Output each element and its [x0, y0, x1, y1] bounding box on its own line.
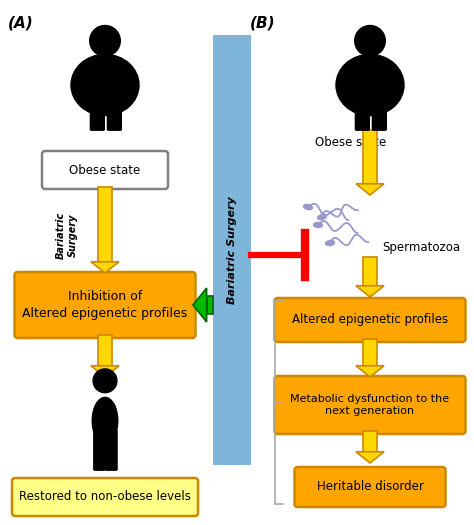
Ellipse shape	[303, 204, 312, 209]
Bar	[213, 35, 251, 465]
Text: Metabolic dysfunction to the
next generation: Metabolic dysfunction to the next genera…	[291, 394, 449, 416]
FancyBboxPatch shape	[294, 467, 446, 507]
FancyBboxPatch shape	[106, 430, 117, 470]
Polygon shape	[363, 257, 377, 286]
Ellipse shape	[92, 397, 118, 444]
FancyBboxPatch shape	[373, 99, 386, 130]
FancyBboxPatch shape	[274, 298, 465, 342]
Text: Altered epigenetic profiles: Altered epigenetic profiles	[292, 313, 448, 327]
Polygon shape	[356, 452, 384, 463]
Polygon shape	[356, 184, 384, 195]
FancyBboxPatch shape	[108, 99, 121, 130]
Polygon shape	[91, 366, 119, 377]
Text: (B): (B)	[250, 15, 275, 30]
FancyBboxPatch shape	[94, 430, 105, 470]
Ellipse shape	[71, 55, 139, 116]
Text: Inhibition of
Altered epigenetic profiles: Inhibition of Altered epigenetic profile…	[22, 290, 188, 320]
Polygon shape	[356, 286, 384, 297]
Text: Bariatric Surgery: Bariatric Surgery	[227, 196, 237, 304]
Polygon shape	[98, 187, 112, 262]
Polygon shape	[363, 130, 377, 184]
Polygon shape	[193, 288, 207, 322]
FancyBboxPatch shape	[15, 272, 195, 338]
Text: Obese state: Obese state	[69, 163, 141, 176]
Polygon shape	[91, 262, 119, 273]
Text: Restored to non-obese levels: Restored to non-obese levels	[19, 490, 191, 503]
FancyBboxPatch shape	[91, 99, 104, 130]
Ellipse shape	[318, 214, 326, 220]
Ellipse shape	[326, 240, 335, 246]
Text: Spermatozoa: Spermatozoa	[382, 240, 460, 254]
Polygon shape	[356, 366, 384, 377]
Polygon shape	[207, 296, 213, 314]
Ellipse shape	[336, 55, 404, 116]
FancyBboxPatch shape	[12, 478, 198, 516]
FancyBboxPatch shape	[356, 99, 369, 130]
Ellipse shape	[313, 223, 322, 227]
Text: Obese state: Obese state	[315, 135, 386, 149]
Circle shape	[355, 26, 385, 56]
Text: Heritable disorder: Heritable disorder	[317, 480, 423, 493]
FancyBboxPatch shape	[42, 151, 168, 189]
FancyBboxPatch shape	[274, 376, 465, 434]
Circle shape	[90, 26, 120, 56]
Polygon shape	[363, 339, 377, 366]
Polygon shape	[363, 431, 377, 452]
Polygon shape	[98, 335, 112, 366]
Text: (A): (A)	[8, 15, 34, 30]
Circle shape	[93, 369, 117, 393]
Text: Bariatric
Surgery: Bariatric Surgery	[56, 212, 78, 259]
